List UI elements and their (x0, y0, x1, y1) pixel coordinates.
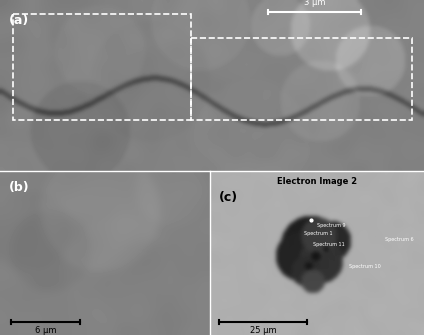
Text: Spectrum 10: Spectrum 10 (349, 264, 381, 269)
Text: Spectrum 1: Spectrum 1 (304, 231, 333, 236)
Text: (b): (b) (8, 181, 29, 194)
Text: 3 μm: 3 μm (304, 0, 325, 7)
Text: Spectrum 9: Spectrum 9 (317, 222, 346, 227)
Text: Spectrum 11: Spectrum 11 (312, 242, 344, 247)
Text: (a): (a) (8, 14, 29, 27)
Text: 25 μm: 25 μm (250, 326, 276, 335)
Bar (191, 38, 412, 120)
Bar (13, 14, 191, 120)
Text: 6 μm: 6 μm (35, 326, 56, 335)
Text: (c): (c) (218, 191, 237, 204)
Text: Spectrum 6: Spectrum 6 (385, 237, 414, 242)
Text: Electron Image 2: Electron Image 2 (277, 178, 357, 186)
